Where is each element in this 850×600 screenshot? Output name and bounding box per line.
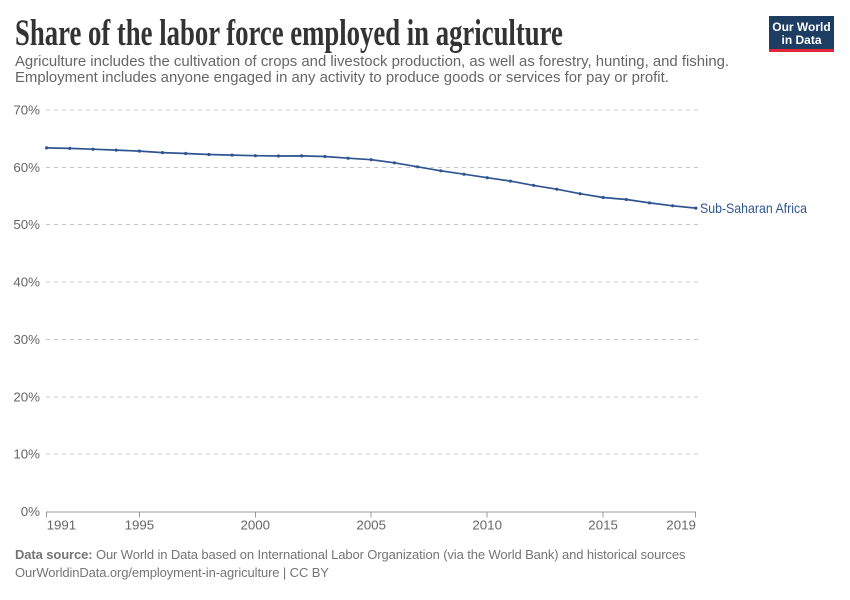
svg-text:40%: 40% [13,275,40,290]
svg-text:2010: 2010 [472,518,502,533]
svg-text:70%: 70% [13,103,40,118]
svg-text:2015: 2015 [588,518,618,533]
svg-text:60%: 60% [13,160,40,175]
svg-text:50%: 50% [13,217,40,232]
svg-text:2019: 2019 [666,518,696,533]
svg-text:2005: 2005 [356,518,386,533]
svg-text:2000: 2000 [241,518,271,533]
svg-text:1995: 1995 [125,518,155,533]
svg-text:0%: 0% [21,504,40,519]
svg-text:20%: 20% [13,389,40,404]
svg-text:1991: 1991 [47,518,77,533]
svg-text:Sub-Saharan Africa: Sub-Saharan Africa [700,201,807,216]
svg-text:10%: 10% [13,447,40,462]
svg-text:30%: 30% [13,332,40,347]
